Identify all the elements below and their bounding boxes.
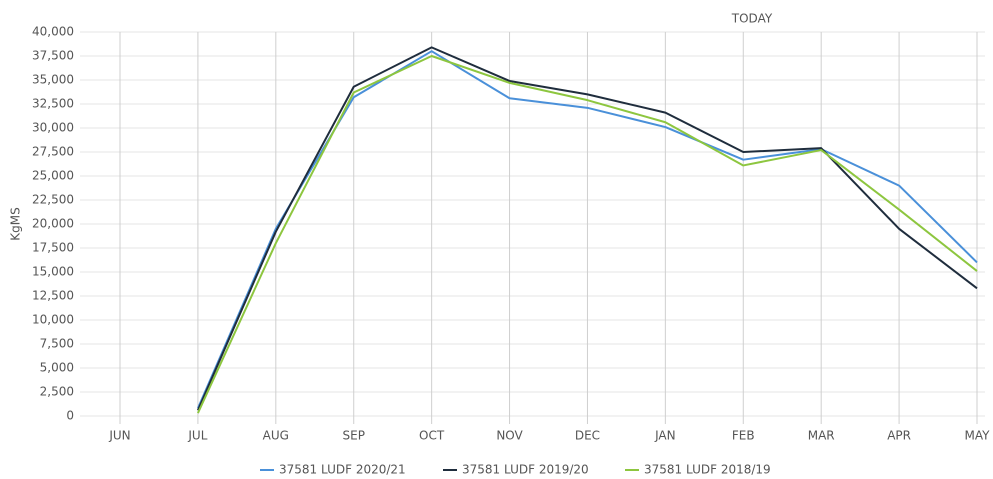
y-tick-label: 5,000 xyxy=(40,361,74,375)
y-tick-label: 20,000 xyxy=(32,217,74,231)
series-line xyxy=(196,55,978,414)
y-tick-label: 35,000 xyxy=(32,73,74,87)
x-tick-label: FEB xyxy=(732,429,755,443)
x-tick-label: JUN xyxy=(108,429,130,443)
x-tick-label: JUL xyxy=(187,429,207,443)
y-axis-label: KgMS xyxy=(9,207,23,240)
y-tick-label: 25,000 xyxy=(32,169,74,183)
y-tick-label: 10,000 xyxy=(32,313,74,327)
x-tick-label: MAY xyxy=(965,429,991,443)
y-tick-label: 30,000 xyxy=(32,121,74,135)
y-tick-label: 7,500 xyxy=(40,337,74,351)
y-tick-label: 27,500 xyxy=(32,145,74,159)
series-line xyxy=(196,46,978,411)
x-tick-label: NOV xyxy=(496,429,523,443)
legend-label: 37581 LUDF 2019/20 xyxy=(462,463,589,477)
x-tick-label: MAR xyxy=(808,429,835,443)
y-tick-label: 0 xyxy=(66,409,74,423)
y-tick-label: 22,500 xyxy=(32,193,74,207)
legend-label: 37581 LUDF 2018/19 xyxy=(644,463,771,477)
legend-label: 37581 LUDF 2020/21 xyxy=(279,463,406,477)
today-annotation: TODAY xyxy=(731,12,773,26)
x-tick-label: SEP xyxy=(343,429,365,443)
y-tick-label: 37,500 xyxy=(32,49,74,63)
y-tick-label: 32,500 xyxy=(32,97,74,111)
y-tick-label: 40,000 xyxy=(32,25,74,39)
x-tick-label: DEC xyxy=(575,429,600,443)
x-tick-label: AUG xyxy=(263,429,289,443)
y-tick-label: 2,500 xyxy=(40,385,74,399)
y-tick-label: 12,500 xyxy=(32,289,74,303)
x-tick-label: APR xyxy=(887,429,911,443)
x-tick-label: JAN xyxy=(654,429,676,443)
x-tick-label: OCT xyxy=(419,429,445,443)
y-tick-label: 17,500 xyxy=(32,241,74,255)
y-tick-label: 15,000 xyxy=(32,265,74,279)
